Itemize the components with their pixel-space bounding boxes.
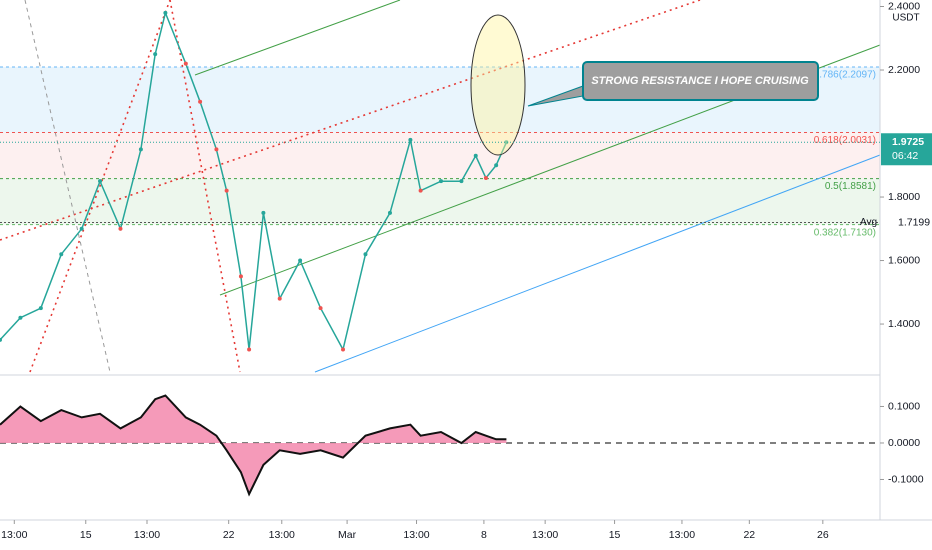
price-point <box>459 179 464 184</box>
x-tick-label: Mar <box>338 529 357 541</box>
y-tick-label: 1.8000 <box>888 191 920 203</box>
quote-currency: USDT <box>892 13 919 24</box>
y-tick-label: 1.4000 <box>888 318 920 330</box>
y-tick-label: 2.4000 <box>888 0 920 12</box>
price-point <box>163 10 168 15</box>
annotation: STRONG RESISTANCE I HOPE CRUISING <box>591 75 809 87</box>
highlight-ellipse <box>470 14 526 156</box>
price-point <box>38 306 43 311</box>
x-tick-label: 13:00 <box>669 529 695 541</box>
price-point <box>118 226 123 231</box>
price-point <box>153 52 158 57</box>
price-point <box>214 147 219 152</box>
channel-line <box>194 0 401 76</box>
price-point <box>408 137 413 142</box>
price-point <box>59 252 64 257</box>
fib-label: 0.5(1.8581) <box>825 181 876 192</box>
y2-tick-label: 0.1000 <box>888 400 920 412</box>
price-point <box>277 296 282 301</box>
fib-label: 0.618(2.0031) <box>814 135 876 146</box>
price-point <box>183 61 188 66</box>
price-point <box>439 179 444 184</box>
price-point <box>247 347 252 352</box>
price-point <box>238 274 243 279</box>
avg-label: 1.7199 <box>898 216 930 228</box>
price-tag <box>881 133 932 166</box>
x-tick-label: 13:00 <box>403 529 429 541</box>
price-point <box>418 188 423 193</box>
price-point <box>363 252 368 257</box>
x-tick-label: 22 <box>743 529 755 541</box>
oscillator-area <box>0 395 507 495</box>
price-point <box>483 175 488 180</box>
price-tag-label: 1.9725 <box>892 136 924 148</box>
price-point <box>504 140 509 145</box>
avg-name: Avg <box>860 217 877 228</box>
x-tick-label: 13:00 <box>134 529 160 541</box>
x-tick-label: 15 <box>609 529 621 541</box>
y-tick-label: 1.6000 <box>888 254 920 266</box>
price-point <box>473 153 478 158</box>
y-tick-label: 2.2000 <box>888 64 920 76</box>
y2-tick-label: 0.0000 <box>888 437 920 449</box>
price-point <box>341 347 346 352</box>
price-point <box>18 315 23 320</box>
price-point <box>261 210 266 215</box>
x-tick-label: 8 <box>481 529 487 541</box>
price-point <box>318 306 323 311</box>
price-point <box>494 163 499 168</box>
trend-line <box>29 0 171 373</box>
price-point <box>198 99 203 104</box>
fib-label: 0.786(2.2097) <box>814 70 876 81</box>
x-tick-label: 26 <box>817 529 829 541</box>
price-point <box>98 179 103 184</box>
x-tick-label: 13:00 <box>532 529 558 541</box>
price-point <box>138 147 143 152</box>
y2-tick-label: -0.1000 <box>888 473 924 485</box>
channel-line <box>314 154 881 373</box>
callout-box <box>582 61 819 101</box>
x-tick-label: 22 <box>223 529 235 541</box>
price-point <box>387 210 392 215</box>
price-point <box>0 337 2 342</box>
x-tick-label: 13:00 <box>1 529 27 541</box>
price-point <box>298 258 303 263</box>
fib-band <box>0 178 880 225</box>
fib-label: 0.382(1.7130) <box>814 227 876 238</box>
price-point <box>79 226 84 231</box>
price-point <box>224 188 229 193</box>
fib-band <box>0 132 880 179</box>
price-tag-countdown: 06:42 <box>892 150 918 162</box>
x-tick-label: 13:00 <box>269 529 295 541</box>
x-tick-label: 15 <box>80 529 92 541</box>
oscillator-line <box>0 394 507 497</box>
